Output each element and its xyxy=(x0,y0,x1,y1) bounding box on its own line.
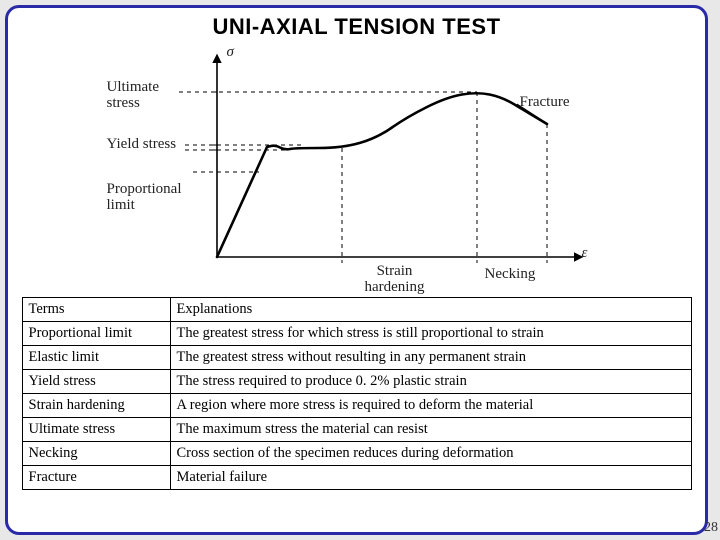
col-header-terms: Terms xyxy=(22,298,170,322)
table-row: Ultimate stressThe maximum stress the ma… xyxy=(22,418,691,442)
term-cell: Proportional limit xyxy=(22,322,170,346)
label-proportional-limit: Proportionallimit xyxy=(107,182,182,214)
label-proportional-limit-text: Proportionallimit xyxy=(107,181,182,213)
x-axis-symbol: ε xyxy=(582,245,588,262)
chart-svg xyxy=(107,42,607,297)
table-row: Strain hardeningA region where more stre… xyxy=(22,394,691,418)
label-ultimate-stress-text: Ultimatestress xyxy=(107,79,160,111)
term-cell: Fracture xyxy=(22,466,170,490)
page-frame: UNI-AXIAL TENSION TEST Ultimatestress Yi… xyxy=(5,5,708,535)
table-row: Proportional limitThe greatest stress fo… xyxy=(22,322,691,346)
label-yield-stress: Yield stress xyxy=(107,136,177,153)
table-row: Elastic limitThe greatest stress without… xyxy=(22,346,691,370)
y-axis-symbol: σ xyxy=(227,44,234,61)
col-header-explanations: Explanations xyxy=(170,298,691,322)
label-fracture: Fracture xyxy=(520,94,570,111)
page-title: UNI-AXIAL TENSION TEST xyxy=(8,8,705,42)
explanation-cell: A region where more stress is required t… xyxy=(170,394,691,418)
table-row: Yield stressThe stress required to produ… xyxy=(22,370,691,394)
term-cell: Ultimate stress xyxy=(22,418,170,442)
explanation-cell: Material failure xyxy=(170,466,691,490)
term-cell: Elastic limit xyxy=(22,346,170,370)
explanation-cell: The greatest stress for which stress is … xyxy=(170,322,691,346)
label-ultimate-stress: Ultimatestress xyxy=(107,80,160,112)
terms-table: TermsExplanationsProportional limitThe g… xyxy=(22,297,692,490)
page-number: 28 xyxy=(704,520,718,536)
term-cell: Yield stress xyxy=(22,370,170,394)
label-necking: Necking xyxy=(485,266,536,283)
table-row: NeckingCross section of the specimen red… xyxy=(22,442,691,466)
explanation-cell: The greatest stress without resulting in… xyxy=(170,346,691,370)
explanation-cell: Cross section of the specimen reduces du… xyxy=(170,442,691,466)
stress-strain-chart: Ultimatestress Yield stress Proportional… xyxy=(107,42,607,297)
label-strain-hardening-text: Strainhardening xyxy=(365,263,425,295)
explanation-cell: The maximum stress the material can resi… xyxy=(170,418,691,442)
term-cell: Strain hardening xyxy=(22,394,170,418)
label-strain-hardening: Strainhardening xyxy=(365,264,425,296)
explanation-cell: The stress required to produce 0. 2% pla… xyxy=(170,370,691,394)
table-row: FractureMaterial failure xyxy=(22,466,691,490)
term-cell: Necking xyxy=(22,442,170,466)
